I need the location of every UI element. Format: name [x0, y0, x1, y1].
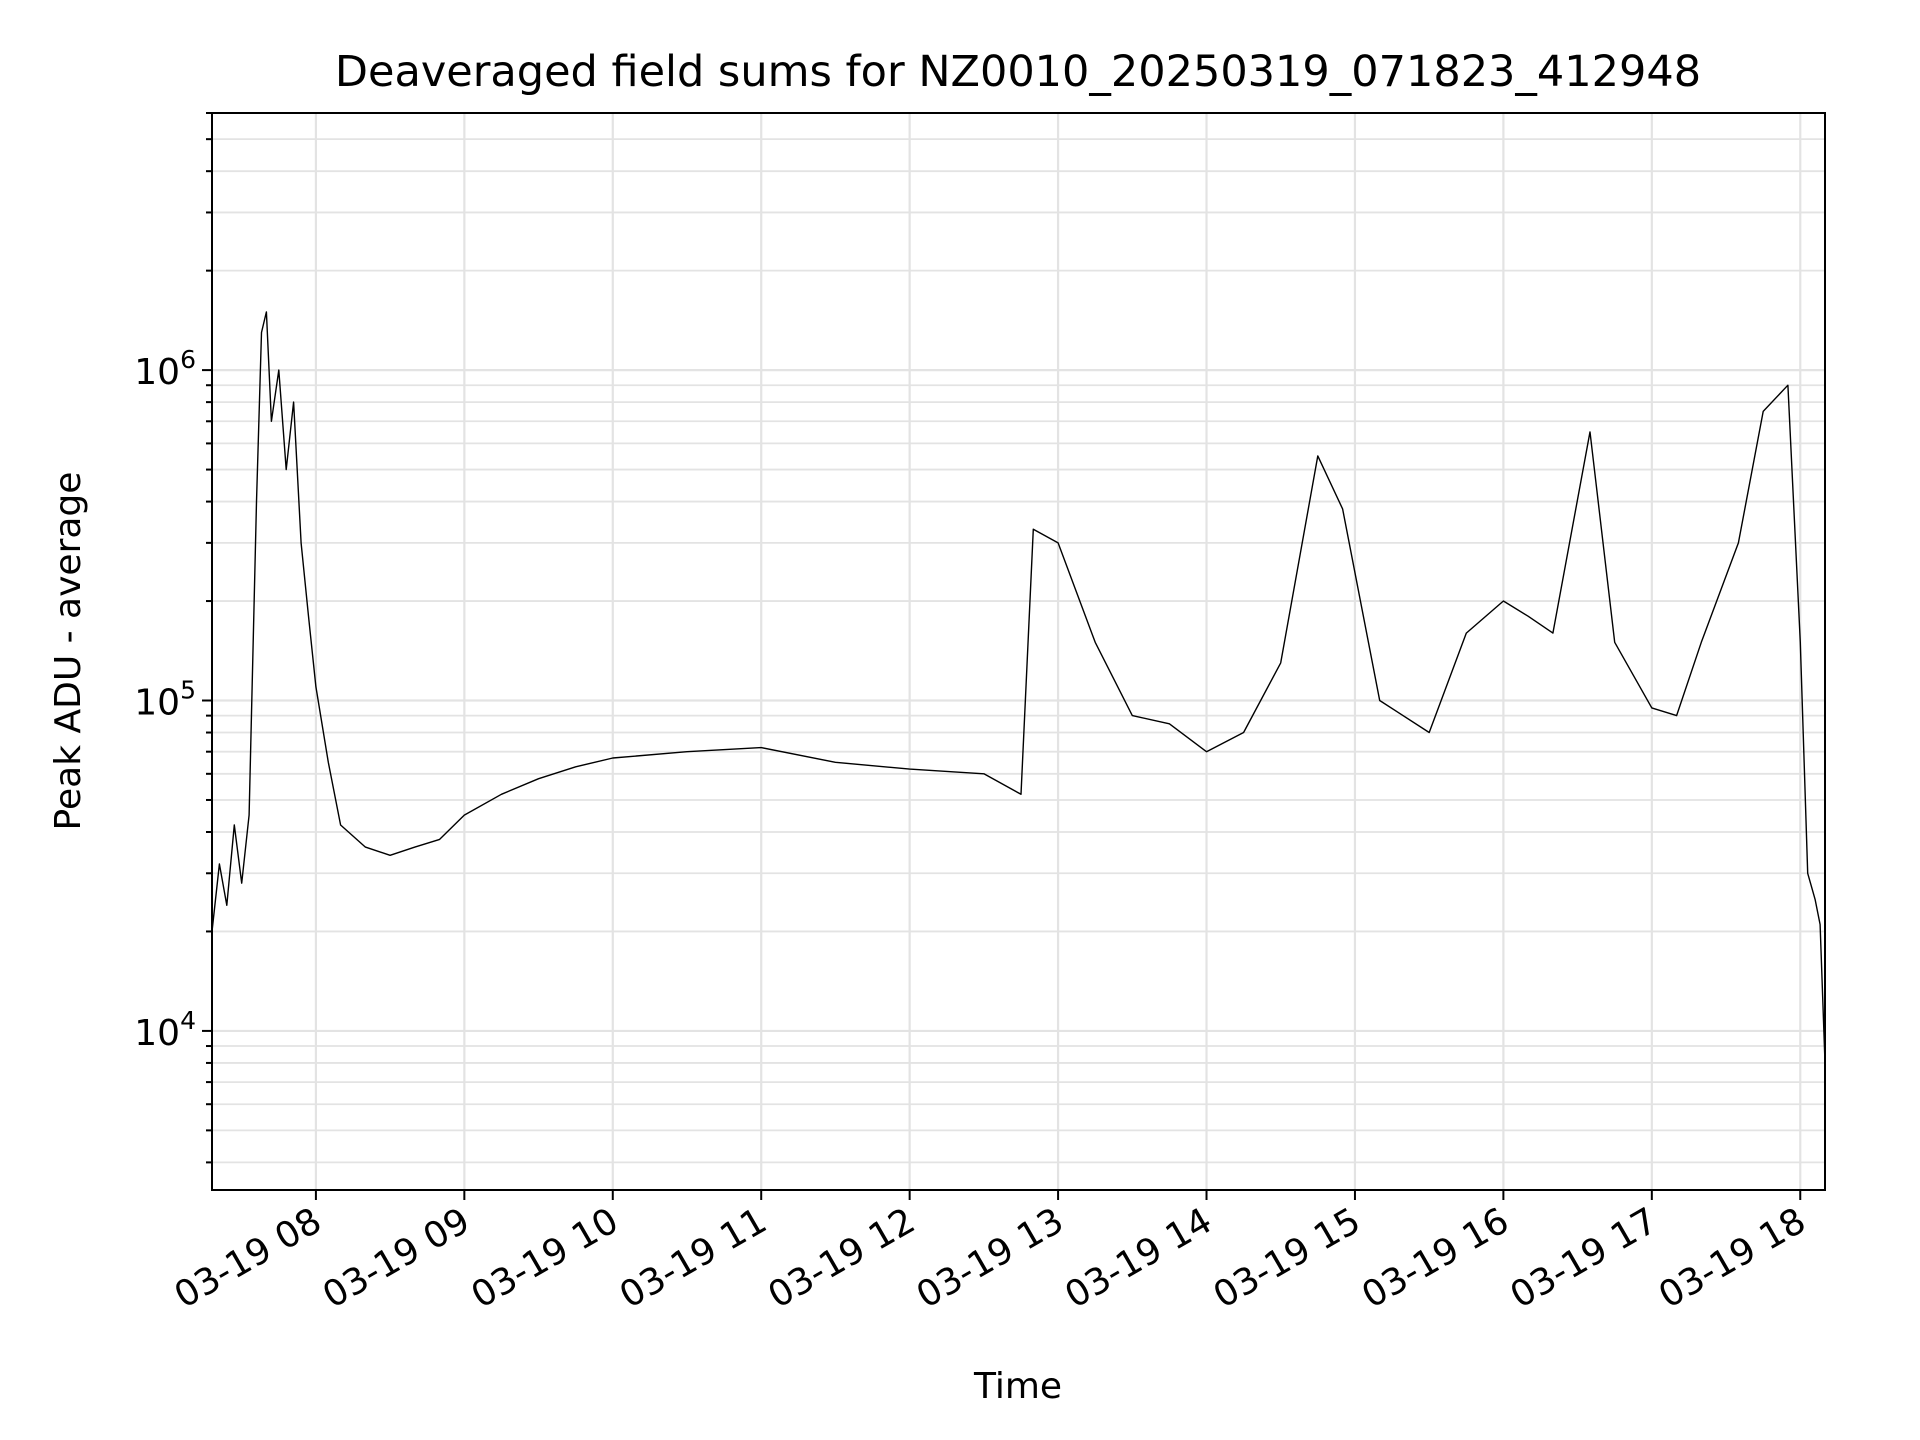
grid [212, 112, 1825, 1190]
x-axis-label: Time [973, 1366, 1062, 1407]
y-tick-exponent: 6 [180, 345, 196, 374]
y-tick-label: 106 [134, 345, 196, 393]
y-tick-exponent: 4 [180, 1006, 196, 1035]
y-tick-exponent: 5 [180, 676, 196, 705]
y-tick-label: 105 [134, 676, 196, 724]
plot-frame [211, 112, 1826, 1191]
chart-title: Deaveraged field sums for NZ0010_2025031… [335, 47, 1701, 97]
y-axis-label: Peak ADU - average [48, 472, 89, 831]
y-tick-base: 10 [134, 683, 180, 724]
series-layer [211, 311, 1826, 1063]
y-tick-base: 10 [134, 352, 180, 393]
y-tick-label: 104 [134, 1006, 196, 1054]
y-tick-base: 10 [134, 1013, 180, 1054]
series-line [211, 311, 1826, 1063]
